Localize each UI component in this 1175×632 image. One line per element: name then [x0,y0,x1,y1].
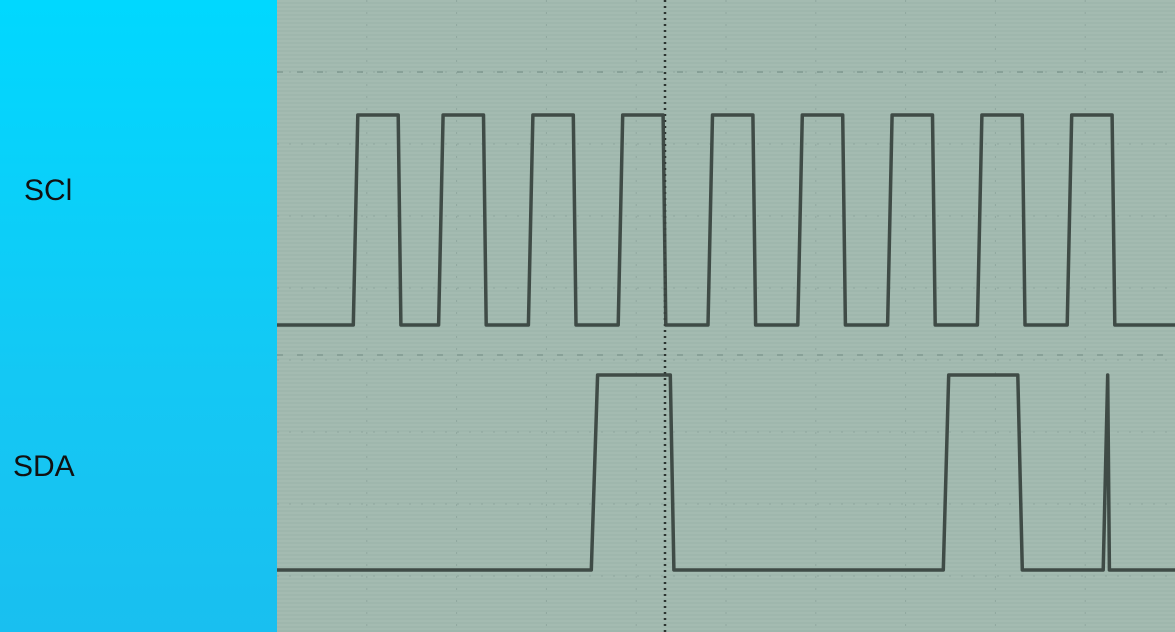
scl-channel-label: SCl [24,174,73,207]
screen-scanlines [277,0,1175,632]
sda-channel-label: SDA [13,450,75,483]
trace-scl [277,113,1175,327]
oscilloscope-plot [277,0,1175,632]
signal-traces [277,113,1175,572]
oscilloscope-screen [277,0,1175,632]
trace-sda [277,373,1175,572]
